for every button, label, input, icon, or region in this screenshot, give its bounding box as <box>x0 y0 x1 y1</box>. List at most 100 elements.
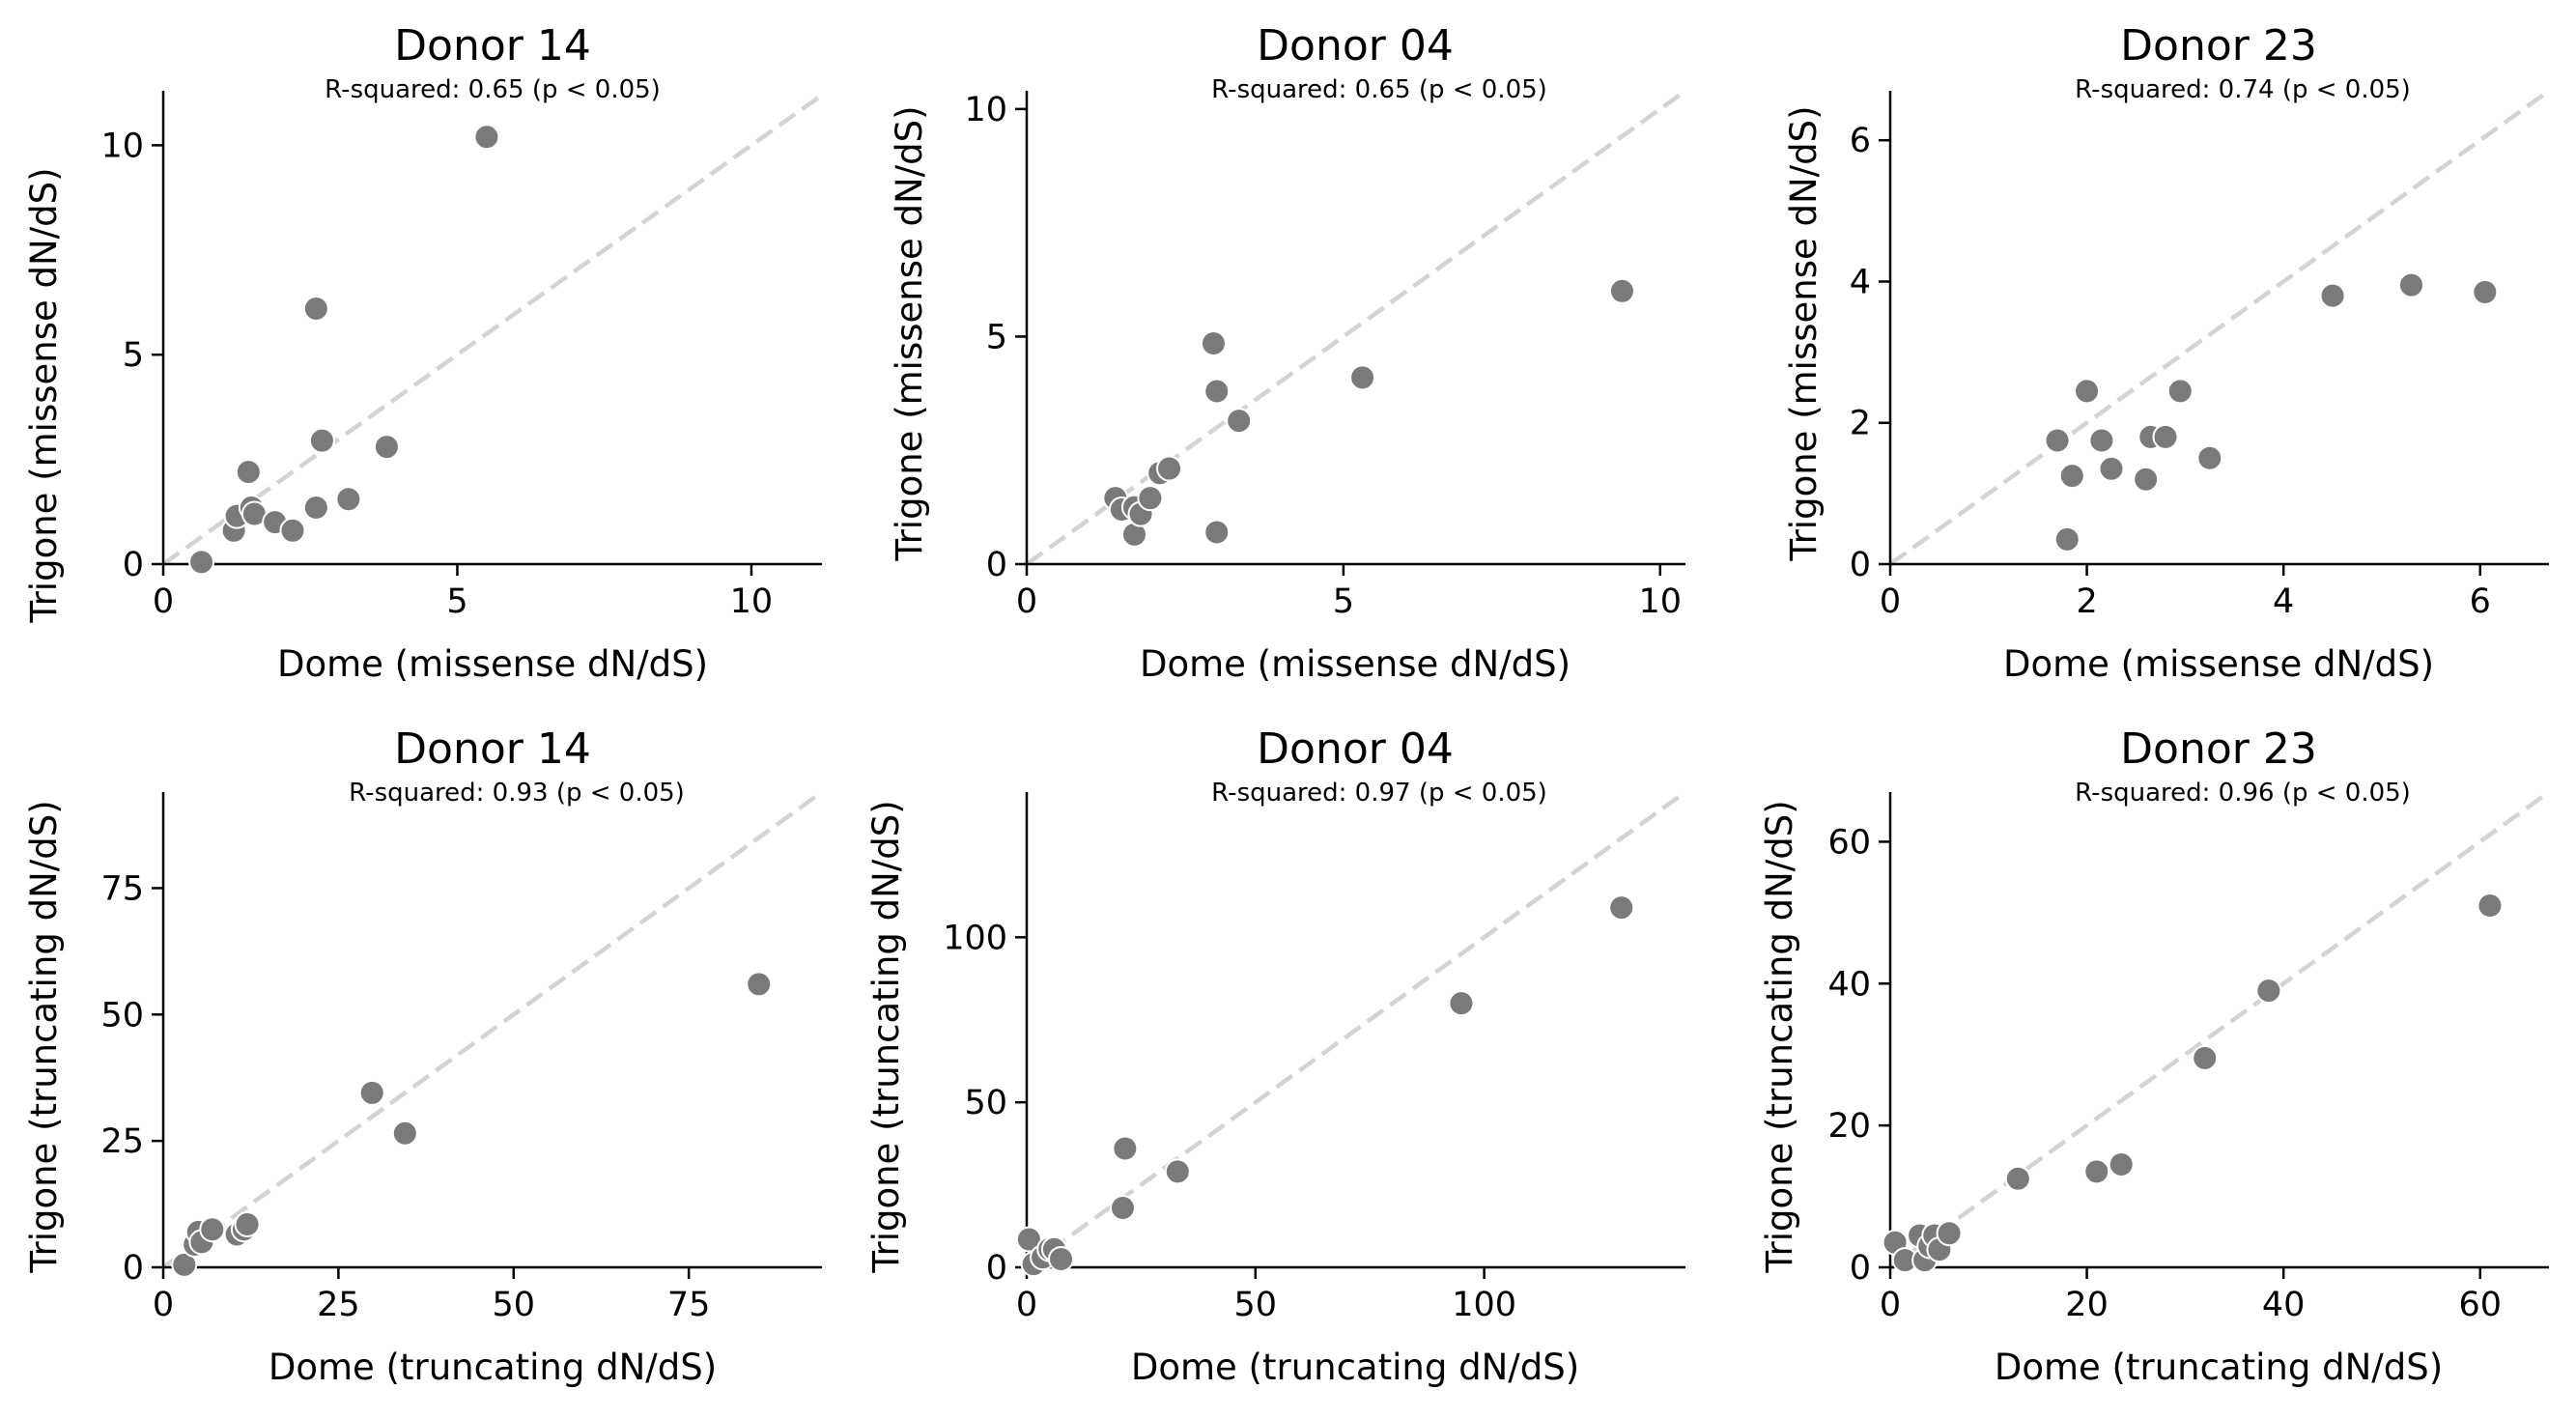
y-tick-label: 25 <box>100 1122 144 1161</box>
panel-truncating-donor-04: Donor 04 R-squared: 0.97 (p < 0.05) Dome… <box>865 724 1687 1388</box>
y-tick-label: 0 <box>986 546 1007 584</box>
x-axis-label: Dome (missense dN/dS) <box>2003 643 2434 685</box>
x-tick-label: 0 <box>153 582 174 621</box>
data-point <box>2477 892 2504 919</box>
data-point <box>1608 894 1635 922</box>
data-point <box>2088 427 2115 454</box>
data-point <box>1112 1135 1139 1162</box>
panel-subtitle: R-squared: 0.93 (p < 0.05) <box>349 779 685 808</box>
panel-subtitle: R-squared: 0.74 (p < 0.05) <box>2075 75 2411 104</box>
data-point <box>391 1120 418 1147</box>
data-point <box>1203 519 1231 546</box>
y-tick-label: 60 <box>1827 823 1871 862</box>
identity-line <box>1888 790 2551 1269</box>
panel-truncating-donor-23: Donor 23 R-squared: 0.96 (p < 0.05) Dome… <box>1759 724 2551 1388</box>
data-point <box>2255 978 2282 1005</box>
y-axis-label: Trigone (missense dN/dS) <box>889 105 930 561</box>
data-point <box>2108 1151 2135 1178</box>
x-tick-label: 2 <box>2076 582 2097 621</box>
y-tick-label: 0 <box>1850 546 1871 584</box>
x-axis-label: Dome (truncating dN/dS) <box>1995 1347 2443 1388</box>
data-point <box>473 124 500 151</box>
data-point <box>1200 329 1227 356</box>
data-point <box>235 459 262 486</box>
y-axis-label: Trigone (truncating dN/dS) <box>23 800 65 1273</box>
y-tick-label: 20 <box>1827 1107 1871 1146</box>
panel-title: Donor 04 <box>1257 21 1454 71</box>
data-point <box>2192 1044 2219 1071</box>
data-point <box>1156 455 1183 482</box>
identity-line <box>1025 790 1687 1269</box>
y-tick-label: 5 <box>986 318 1007 356</box>
x-axis-label: Dome (truncating dN/dS) <box>1131 1347 1579 1388</box>
data-point <box>302 494 329 521</box>
x-axis-label: Dome (missense dN/dS) <box>277 643 708 685</box>
data-point <box>234 1211 261 1238</box>
data-point <box>279 517 306 544</box>
y-axis-label: Trigone (missense dN/dS) <box>23 167 65 623</box>
data-point <box>358 1079 385 1106</box>
x-tick-label: 6 <box>2470 582 2491 621</box>
x-tick-label: 0 <box>1016 1286 1037 1324</box>
y-tick-label: 4 <box>1850 263 1871 301</box>
y-tick-label: 75 <box>100 869 144 908</box>
data-point <box>1936 1220 1963 1247</box>
data-point <box>2472 278 2499 305</box>
data-point <box>2074 378 2101 405</box>
data-point <box>302 295 329 322</box>
data-point <box>2319 282 2346 309</box>
panel-subtitle: R-squared: 0.65 (p < 0.05) <box>1211 75 1547 104</box>
data-point <box>2098 455 2125 482</box>
data-point <box>1608 277 1635 304</box>
data-point <box>2397 271 2424 298</box>
panel-title: Donor 04 <box>1257 724 1454 774</box>
x-tick-label: 75 <box>667 1286 711 1324</box>
y-tick-label: 50 <box>100 996 144 1035</box>
data-point <box>1226 408 1253 435</box>
plot-area: 0 5 10 0 5 10 <box>964 89 1687 621</box>
panel-title: Donor 23 <box>2120 21 2317 71</box>
y-tick-label: 5 <box>123 336 144 375</box>
data-point <box>2196 444 2223 471</box>
data-point <box>2083 1158 2110 1185</box>
x-tick-label: 25 <box>317 1286 360 1324</box>
data-point <box>1015 1226 1042 1253</box>
panel-truncating-donor-14: Donor 14 R-squared: 0.93 (p < 0.05) Dome… <box>23 724 824 1388</box>
panel-subtitle: R-squared: 0.65 (p < 0.05) <box>325 75 661 104</box>
data-point <box>1448 990 1475 1017</box>
plot-area: 0 25 50 75 0 25 50 75 <box>100 790 824 1324</box>
data-point <box>199 1216 226 1243</box>
data-point <box>1164 1158 1191 1185</box>
panel-title: Donor 14 <box>394 724 591 774</box>
y-tick-label: 100 <box>943 919 1007 957</box>
x-tick-label: 10 <box>730 582 774 621</box>
identity-line <box>1025 89 1687 566</box>
y-tick-label: 0 <box>123 546 144 584</box>
y-tick-label: 0 <box>986 1249 1007 1288</box>
x-tick-label: 10 <box>1638 582 1682 621</box>
plot-area: 0 2 4 6 0 2 4 6 <box>1850 89 2551 621</box>
x-tick-label: 0 <box>1880 1286 1901 1324</box>
panel-missense-donor-23: Donor 23 R-squared: 0.74 (p < 0.05) Dome… <box>1783 21 2551 685</box>
x-axis-label: Dome (truncating dN/dS) <box>269 1347 717 1388</box>
data-point <box>1203 378 1231 405</box>
data-point <box>2004 1165 2031 1192</box>
panel-title: Donor 14 <box>394 21 591 71</box>
y-tick-label: 10 <box>964 91 1007 129</box>
identity-line <box>161 790 824 1269</box>
data-point <box>2058 463 2085 490</box>
data-point <box>373 434 400 461</box>
y-tick-label: 10 <box>100 127 144 165</box>
data-point <box>171 1251 198 1278</box>
panel-subtitle: R-squared: 0.96 (p < 0.05) <box>2075 779 2411 808</box>
x-tick-label: 4 <box>2273 582 2294 621</box>
identity-line <box>1888 89 2551 566</box>
plot-area: 0 20 40 60 0 20 40 60 <box>1827 790 2551 1324</box>
data-point <box>1109 1195 1136 1221</box>
data-point <box>1137 485 1164 512</box>
panel-subtitle: R-squared: 0.97 (p < 0.05) <box>1211 779 1547 808</box>
data-point <box>2152 423 2179 450</box>
plot-area: 0 50 100 0 50 100 <box>943 790 1687 1324</box>
